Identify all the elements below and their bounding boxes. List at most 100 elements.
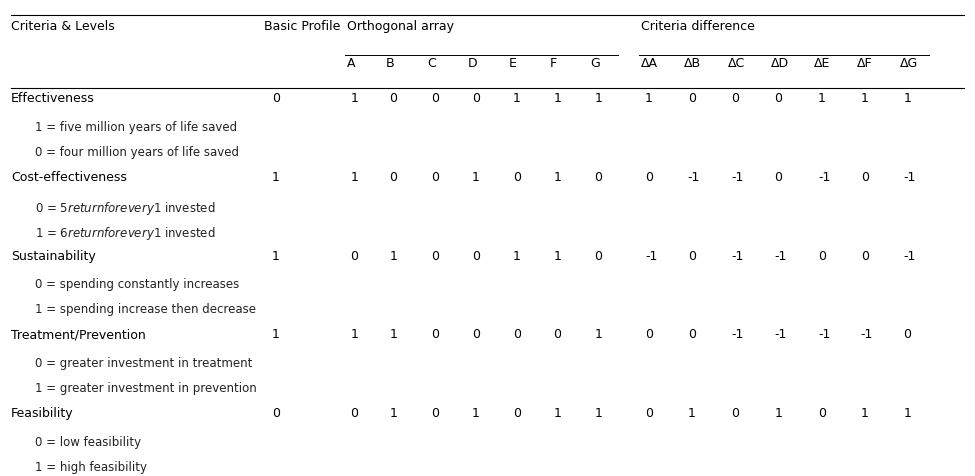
Text: 0: 0 (645, 171, 653, 184)
Text: 0: 0 (272, 92, 280, 105)
Text: 0: 0 (350, 249, 359, 263)
Text: 0: 0 (389, 92, 397, 105)
Text: 0 = four million years of life saved: 0 = four million years of life saved (35, 146, 240, 159)
Text: 0: 0 (595, 171, 603, 184)
Text: 1: 1 (861, 92, 869, 105)
Text: 0: 0 (472, 328, 480, 341)
Text: 0: 0 (350, 407, 359, 420)
Text: 1 = five million years of life saved: 1 = five million years of life saved (35, 121, 238, 134)
Text: 0: 0 (595, 249, 603, 263)
Text: 0: 0 (554, 328, 562, 341)
Text: -1: -1 (731, 249, 744, 263)
Text: 1 = greater investment in prevention: 1 = greater investment in prevention (35, 382, 257, 395)
Text: 0: 0 (904, 328, 912, 341)
Text: 0: 0 (774, 92, 782, 105)
Text: 0: 0 (272, 407, 280, 420)
Text: Cost-effectiveness: Cost-effectiveness (11, 171, 127, 184)
Text: ΔE: ΔE (814, 57, 831, 70)
Text: B: B (385, 57, 394, 70)
Text: 0: 0 (389, 171, 397, 184)
Text: ΔC: ΔC (727, 57, 745, 70)
Text: -1: -1 (731, 328, 744, 341)
Text: -1: -1 (687, 171, 700, 184)
Text: 1: 1 (687, 407, 695, 420)
Text: 1: 1 (389, 328, 397, 341)
Text: Criteria difference: Criteria difference (642, 20, 755, 33)
Text: 0 = $5 return for every $1 invested: 0 = $5 return for every $1 invested (35, 199, 215, 217)
Text: ΔG: ΔG (900, 57, 918, 70)
Text: 0: 0 (687, 92, 696, 105)
Text: 0: 0 (861, 171, 869, 184)
Text: 0: 0 (687, 249, 696, 263)
Text: 1: 1 (554, 92, 562, 105)
Text: 1 = high feasibility: 1 = high feasibility (35, 461, 147, 474)
Text: 1: 1 (554, 407, 562, 420)
Text: ΔD: ΔD (770, 57, 789, 70)
Text: 0: 0 (687, 328, 696, 341)
Text: 0: 0 (513, 407, 521, 420)
Text: 0: 0 (431, 92, 439, 105)
Text: 0: 0 (818, 249, 826, 263)
Text: 0: 0 (731, 92, 739, 105)
Text: ΔA: ΔA (642, 57, 658, 70)
Text: 0: 0 (431, 407, 439, 420)
Text: F: F (550, 57, 557, 70)
Text: 0: 0 (513, 328, 521, 341)
Text: 1: 1 (861, 407, 869, 420)
Text: 0 = low feasibility: 0 = low feasibility (35, 436, 141, 449)
Text: 1: 1 (389, 407, 397, 420)
Text: 0: 0 (645, 407, 653, 420)
Text: 1: 1 (904, 92, 912, 105)
Text: Effectiveness: Effectiveness (11, 92, 95, 105)
Text: Treatment/Prevention: Treatment/Prevention (11, 328, 146, 341)
Text: 1: 1 (645, 92, 653, 105)
Text: 1: 1 (595, 328, 603, 341)
Text: 0: 0 (472, 249, 480, 263)
Text: 0: 0 (431, 249, 439, 263)
Text: E: E (509, 57, 517, 70)
Text: 1: 1 (350, 171, 358, 184)
Text: 1: 1 (818, 92, 826, 105)
Text: 0 = greater investment in treatment: 0 = greater investment in treatment (35, 357, 253, 370)
Text: D: D (468, 57, 478, 70)
Text: 0: 0 (861, 249, 869, 263)
Text: Sustainability: Sustainability (11, 249, 96, 263)
Text: Criteria & Levels: Criteria & Levels (11, 20, 115, 33)
Text: 1: 1 (513, 92, 521, 105)
Text: 1: 1 (554, 171, 562, 184)
Text: 1: 1 (774, 407, 782, 420)
Text: 0: 0 (774, 171, 782, 184)
Text: 1 = spending increase then decrease: 1 = spending increase then decrease (35, 303, 256, 317)
Text: 1: 1 (472, 407, 480, 420)
Text: ΔF: ΔF (857, 57, 873, 70)
Text: 1: 1 (595, 407, 603, 420)
Text: 0 = spending constantly increases: 0 = spending constantly increases (35, 278, 240, 291)
Text: -1: -1 (818, 328, 831, 341)
Text: Feasibility: Feasibility (11, 407, 74, 420)
Text: 0: 0 (645, 328, 653, 341)
Text: 1: 1 (272, 249, 280, 263)
Text: ΔB: ΔB (683, 57, 701, 70)
Text: -1: -1 (861, 328, 874, 341)
Text: 0: 0 (472, 92, 480, 105)
Text: 0: 0 (513, 171, 521, 184)
Text: Orthogonal array: Orthogonal array (346, 20, 453, 33)
Text: 1: 1 (472, 171, 480, 184)
Text: Basic Profile: Basic Profile (264, 20, 340, 33)
Text: -1: -1 (904, 249, 916, 263)
Text: 0: 0 (818, 407, 826, 420)
Text: C: C (427, 57, 436, 70)
Text: 1: 1 (513, 249, 521, 263)
Text: 1: 1 (350, 328, 358, 341)
Text: 1: 1 (350, 92, 358, 105)
Text: G: G (591, 57, 601, 70)
Text: A: A (346, 57, 355, 70)
Text: 0: 0 (731, 407, 739, 420)
Text: 1: 1 (904, 407, 912, 420)
Text: -1: -1 (774, 249, 787, 263)
Text: 1: 1 (272, 171, 280, 184)
Text: 0: 0 (431, 328, 439, 341)
Text: -1: -1 (731, 171, 744, 184)
Text: -1: -1 (818, 171, 831, 184)
Text: 1: 1 (272, 328, 280, 341)
